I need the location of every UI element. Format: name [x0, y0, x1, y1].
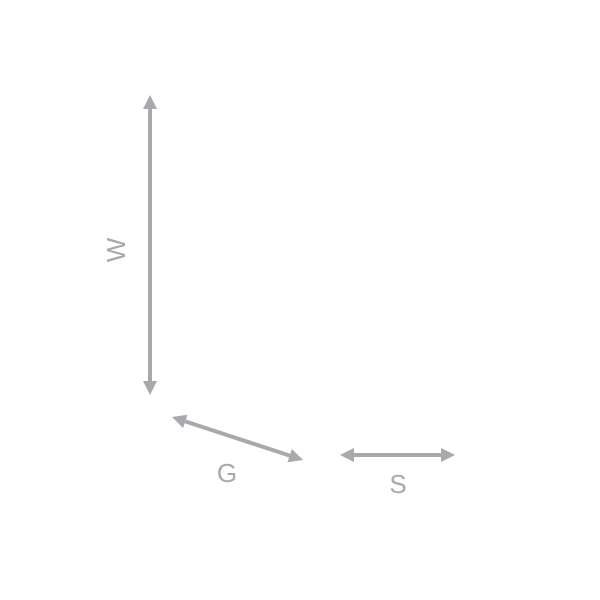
dimension-label-s: S [389, 469, 406, 499]
arrowhead-end-w [143, 381, 157, 395]
dimension-label-w: W [101, 237, 131, 262]
arrow-shaft-g [185, 421, 289, 455]
dimension-arrow-w: W [101, 95, 157, 395]
arrowhead-start-g [172, 415, 187, 428]
dimension-arrow-s: S [340, 448, 455, 499]
dimension-arrow-g: G [172, 415, 303, 488]
dimension-label-g: G [217, 458, 237, 488]
arrowhead-end-s [441, 448, 455, 462]
arrowhead-start-s [340, 448, 354, 462]
arrowhead-end-g [288, 449, 303, 462]
arrowhead-start-w [143, 95, 157, 109]
